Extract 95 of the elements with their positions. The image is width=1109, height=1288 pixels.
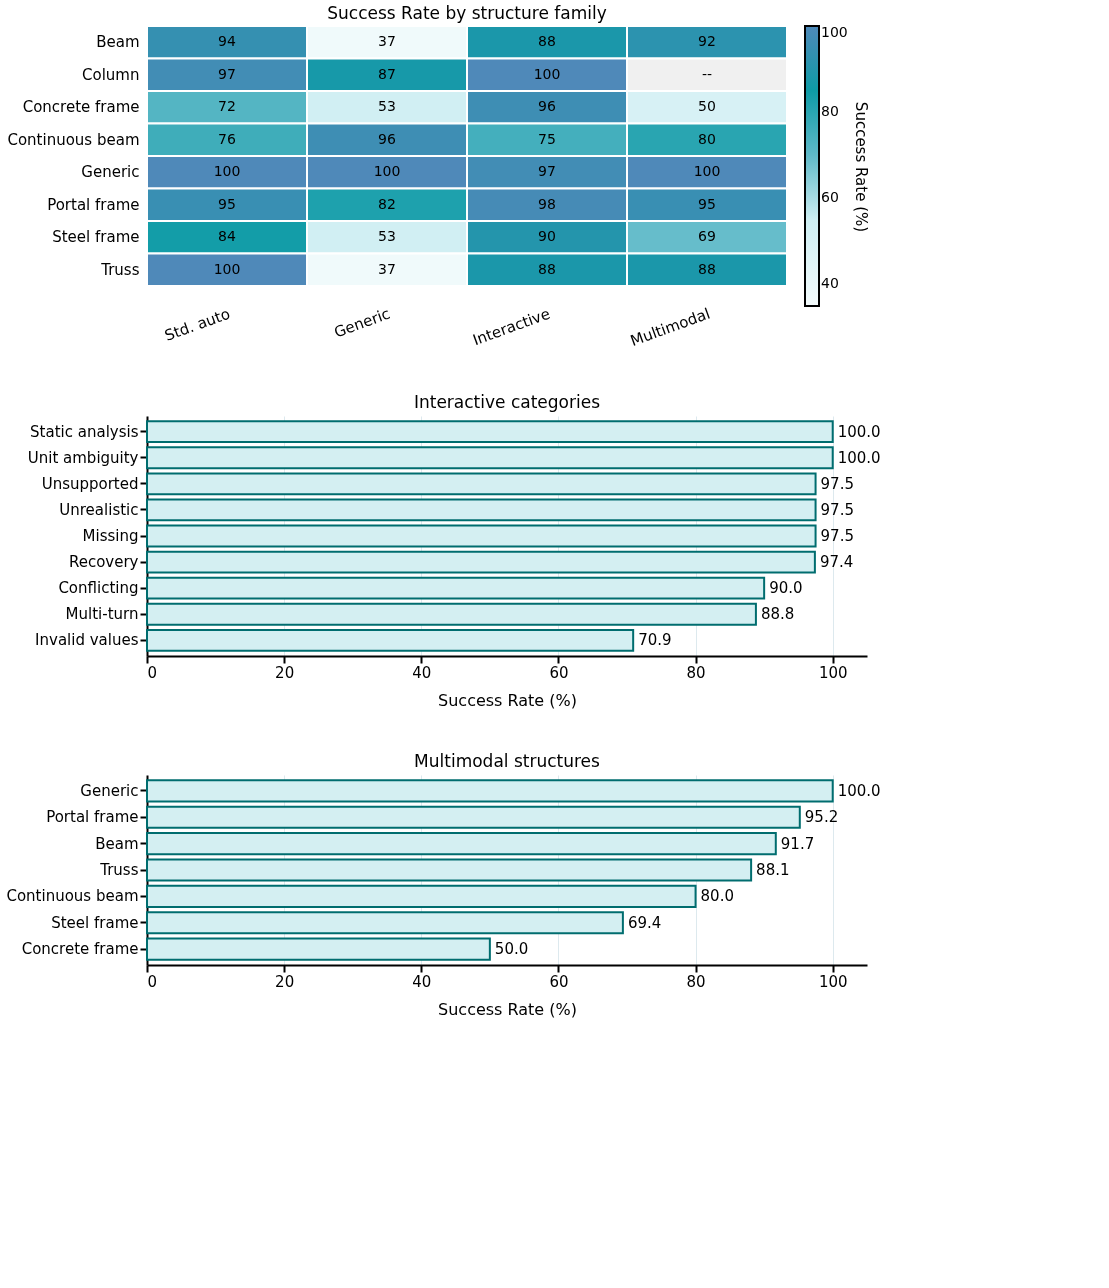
x-tick-label: 20 <box>275 972 295 991</box>
data-label: 87 <box>378 65 396 82</box>
data-label: 90 <box>538 228 556 245</box>
y-tick-label: Steel frame <box>52 228 140 247</box>
data-label: 50 <box>698 98 716 115</box>
data-label: 90.0 <box>769 579 803 598</box>
data-label: 96 <box>538 98 556 115</box>
data-label: 100 <box>213 163 241 180</box>
y-tick-label: Static analysis <box>30 422 139 441</box>
x-tick-label: 60 <box>549 663 569 682</box>
x-tick-label: 100 <box>818 663 848 682</box>
data-label: 95.2 <box>804 808 839 827</box>
y-tick-label: Steel frame <box>51 913 139 932</box>
y-tick-label: Generic <box>81 163 140 182</box>
color-bar-label: 80 <box>821 103 839 120</box>
data-label: 53 <box>378 228 396 245</box>
x-axis-title: Success Rate (%) <box>438 690 577 710</box>
data-label: 100 <box>213 260 241 277</box>
chart-title: Multimodal structures <box>414 751 601 771</box>
data-label: 82 <box>378 195 396 212</box>
x-tick-label: 20 <box>275 663 295 682</box>
x-tick-label: 80 <box>686 663 706 682</box>
data-label: 97.4 <box>819 553 854 572</box>
y-tick-label: Conflicting <box>58 579 139 598</box>
y-tick-label: Unrealistic <box>59 500 139 519</box>
data-label: 97 <box>538 163 556 180</box>
data-label: 91.7 <box>780 834 815 853</box>
x-tick-label: 100 <box>818 972 848 991</box>
y-tick-label: Unit ambiguity <box>27 448 139 467</box>
x-tick-label: 60 <box>549 972 569 991</box>
data-label: 37 <box>378 260 396 277</box>
data-label: 88.8 <box>760 605 795 624</box>
x-tick-label: 80 <box>686 972 706 991</box>
data-label: 76 <box>218 130 236 147</box>
y-tick-label: Truss <box>100 260 140 279</box>
x-axis-title: Success Rate (%) <box>438 999 577 1019</box>
color-bar-label: 100 <box>821 24 848 40</box>
y-tick-label: Beam <box>95 834 139 853</box>
data-label: 88 <box>698 260 716 277</box>
data-label: 100.0 <box>837 422 881 441</box>
data-label: 75 <box>538 130 556 147</box>
data-label: 100 <box>533 65 561 82</box>
color-bar-label: 40 <box>821 275 839 292</box>
text: -- <box>701 65 713 82</box>
data-label: 94 <box>218 33 236 50</box>
data-label: 97.5 <box>820 474 854 493</box>
data-label: 95 <box>218 195 236 212</box>
data-label: 69.4 <box>627 913 662 932</box>
color-bar-title: Success Rate (%) <box>852 101 870 233</box>
data-label: 70.9 <box>638 631 672 650</box>
x-tick-label: 40 <box>412 972 432 991</box>
y-tick-label: Recovery <box>68 553 139 572</box>
data-label: 72 <box>218 98 236 115</box>
y-tick-label: Continuous beam <box>7 130 140 149</box>
y-tick-label: Concrete frame <box>21 940 139 959</box>
chart-title: Interactive categories <box>413 392 601 412</box>
data-label: 100 <box>693 163 721 180</box>
chart-title: Success Rate by structure family <box>327 3 607 23</box>
y-tick-label: Continuous beam <box>6 887 139 906</box>
y-tick-label: Multi-turn <box>65 605 139 624</box>
y-tick-label: Concrete frame <box>22 98 140 117</box>
x-tick-label: 40 <box>412 663 432 682</box>
y-tick-label: Generic <box>80 781 139 800</box>
y-tick-label: Missing <box>82 527 139 545</box>
data-label: 95 <box>698 195 716 212</box>
data-label: 37 <box>378 33 396 50</box>
y-tick-label: Column <box>82 65 140 84</box>
data-label: 84 <box>218 228 236 245</box>
y-tick-label: Unsupported <box>41 474 139 493</box>
y-tick-label: Invalid values <box>35 631 139 650</box>
data-label: 80 <box>698 130 716 147</box>
data-label: 100 <box>373 163 401 180</box>
data-label: 100.0 <box>837 781 881 800</box>
data-label: 97.5 <box>820 527 854 545</box>
x-tick-label: 0 <box>147 972 158 991</box>
data-label: 97.5 <box>820 500 854 519</box>
data-label: 88.1 <box>756 861 790 879</box>
data-label: 80.0 <box>700 887 734 906</box>
y-tick-label: Beam <box>96 33 140 52</box>
y-tick-label: Truss <box>99 861 139 879</box>
x-tick-label: Std. auto <box>162 304 233 345</box>
data-label: 53 <box>378 98 396 115</box>
data-label: 92 <box>698 33 716 50</box>
color-bar-label: 60 <box>821 189 839 206</box>
data-label: 88 <box>538 33 556 50</box>
data-label: 50.0 <box>494 940 529 959</box>
y-tick-label: Portal frame <box>46 808 139 827</box>
data-label: 88 <box>538 260 556 277</box>
data-label: 100.0 <box>837 448 881 467</box>
y-tick-label: Portal frame <box>47 195 140 214</box>
data-label: 98 <box>538 195 556 212</box>
data-label: 96 <box>378 130 396 147</box>
x-tick-label: 0 <box>147 663 158 682</box>
data-label: 69 <box>698 228 716 245</box>
data-label: 97 <box>218 65 236 82</box>
